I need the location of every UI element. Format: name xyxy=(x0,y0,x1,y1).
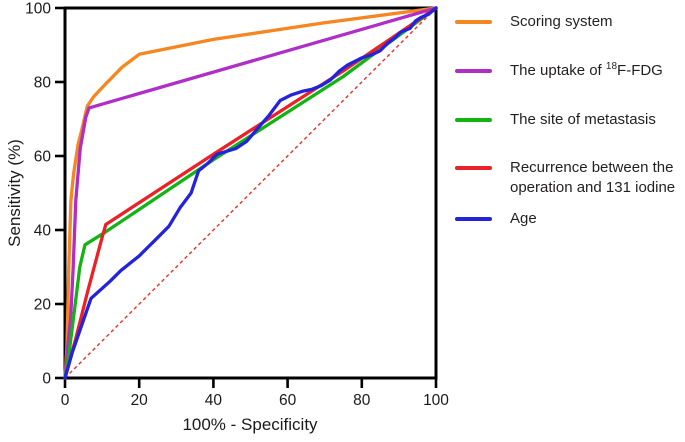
y-axis-title: Sensitivity (%) xyxy=(5,139,24,247)
x-tick-label: 80 xyxy=(353,392,371,409)
legend-swatch-age xyxy=(455,217,492,221)
legend-swatch-fdg-uptake xyxy=(455,69,492,73)
legend-swatch-site-of-metastasis xyxy=(455,118,492,122)
legend-item-age: Age xyxy=(455,209,682,229)
legend-label-site-of-metastasis: The site of metastasis xyxy=(510,111,656,128)
y-tick-label: 60 xyxy=(34,149,52,166)
x-tick-label: 60 xyxy=(279,392,297,409)
y-tick-label: 20 xyxy=(34,297,52,314)
x-tick-label: 0 xyxy=(61,392,70,409)
y-tick-label: 80 xyxy=(34,75,52,92)
legend-item-recurrence: Recurrence between the operation and 131… xyxy=(455,158,682,198)
plot-frame xyxy=(63,6,438,380)
series-line-the-uptake-of-f-fdg xyxy=(63,6,438,380)
series-line-age xyxy=(63,6,438,380)
legend-label-scoring-system: Scoring system xyxy=(510,13,613,30)
legend-swatch-scoring-system xyxy=(455,20,492,24)
legend-item-site-of-metastasis: The site of metastasis xyxy=(455,110,682,130)
legend-label-age: Age xyxy=(510,210,537,227)
y-tick-label: 40 xyxy=(34,223,52,240)
series-line-the-site-of-metastasis xyxy=(63,6,438,380)
y-tick-label: 0 xyxy=(42,371,51,388)
chart-legend: Scoring system The uptake of 18F-FDG The… xyxy=(455,0,683,442)
legend-item-fdg-uptake: The uptake of 18F-FDG xyxy=(455,61,682,81)
x-tick-label: 40 xyxy=(205,392,223,409)
legend-label-fdg-uptake: The uptake of 18F-FDG xyxy=(510,61,682,81)
roc-plot-canvas: 0 20 40 60 80 100 0 20 40 60 80 100 xyxy=(25,1,449,410)
x-tick-label: 100 xyxy=(423,392,449,409)
fdg-label-prefix: The uptake of xyxy=(510,62,606,79)
y-tick-label: 100 xyxy=(25,1,51,18)
legend-swatch-recurrence xyxy=(455,166,492,170)
fdg-label-suffix: F-FDG xyxy=(617,62,663,79)
legend-item-scoring-system: Scoring system xyxy=(455,12,682,32)
series-line-scoring-system xyxy=(63,6,438,380)
fdg-superscript-18: 18 xyxy=(605,61,618,72)
x-tick-label: 20 xyxy=(131,392,149,409)
x-axis-title: 100% - Specificity xyxy=(182,415,318,434)
legend-label-recurrence: Recurrence between the operation and 131… xyxy=(510,159,676,196)
reference-diagonal-line xyxy=(64,7,437,379)
